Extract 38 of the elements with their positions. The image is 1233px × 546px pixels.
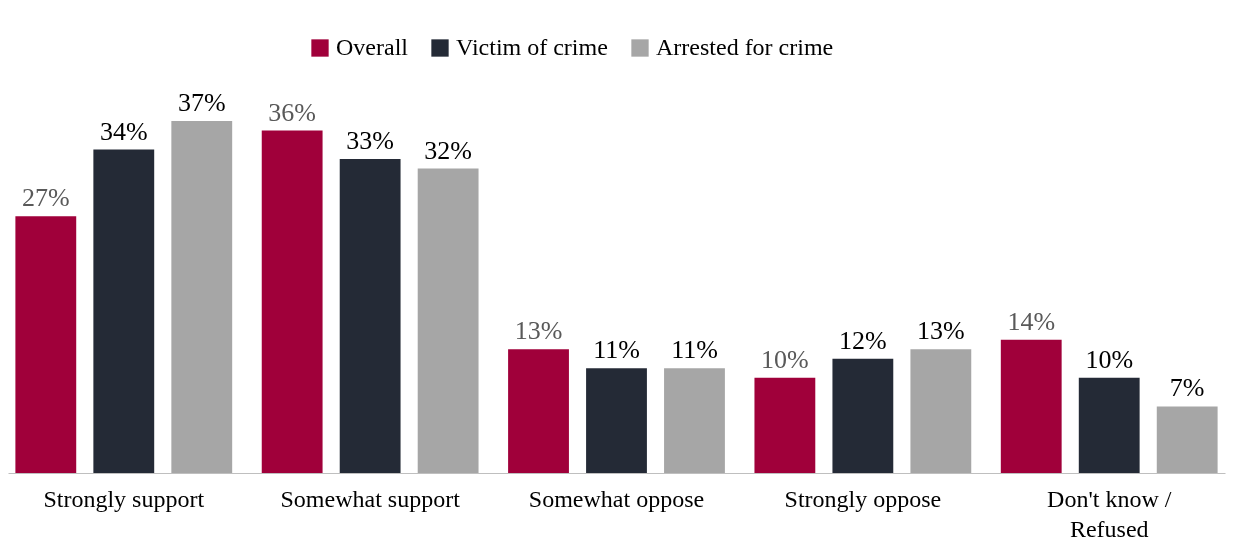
bar bbox=[508, 349, 569, 473]
data-label: 11% bbox=[593, 335, 640, 365]
bar bbox=[1078, 377, 1140, 473]
data-label: 34% bbox=[99, 116, 148, 146]
bar bbox=[586, 368, 647, 473]
data-label: 33% bbox=[346, 126, 394, 156]
bar bbox=[15, 216, 77, 473]
data-label: 32% bbox=[424, 135, 472, 165]
x-tick-label: Don't know / Refused bbox=[1047, 485, 1172, 542]
legend-label: Overall bbox=[336, 34, 409, 60]
bar bbox=[417, 168, 479, 473]
bar bbox=[910, 349, 972, 473]
data-label: 37% bbox=[177, 88, 226, 117]
x-tick-label: Somewhat support bbox=[280, 485, 461, 512]
bar bbox=[1000, 339, 1062, 473]
data-label: 14% bbox=[1007, 306, 1056, 336]
data-label: 11% bbox=[671, 335, 718, 365]
bar bbox=[339, 159, 401, 473]
data-label: 13% bbox=[514, 316, 563, 346]
legend-label: Victim of crime bbox=[456, 34, 608, 60]
bar bbox=[171, 121, 233, 473]
x-tick-label: Strongly support bbox=[43, 485, 205, 512]
bar bbox=[832, 358, 894, 473]
data-label: 10% bbox=[1085, 344, 1134, 374]
data-label: 13% bbox=[917, 316, 965, 346]
data-label: 10% bbox=[761, 344, 809, 374]
bar bbox=[1156, 406, 1218, 473]
bar bbox=[261, 130, 323, 473]
x-tick-label: Somewhat oppose bbox=[528, 485, 705, 512]
x-tick-label: Strongly oppose bbox=[784, 485, 942, 512]
data-label: 7% bbox=[1169, 373, 1205, 403]
data-label: 12% bbox=[839, 325, 887, 355]
data-label: 27% bbox=[21, 183, 70, 213]
legend-label: Arrested for crime bbox=[656, 34, 834, 60]
data-label: 36% bbox=[268, 97, 316, 127]
bar bbox=[93, 149, 155, 473]
bar bbox=[754, 377, 816, 473]
bar bbox=[664, 368, 725, 473]
